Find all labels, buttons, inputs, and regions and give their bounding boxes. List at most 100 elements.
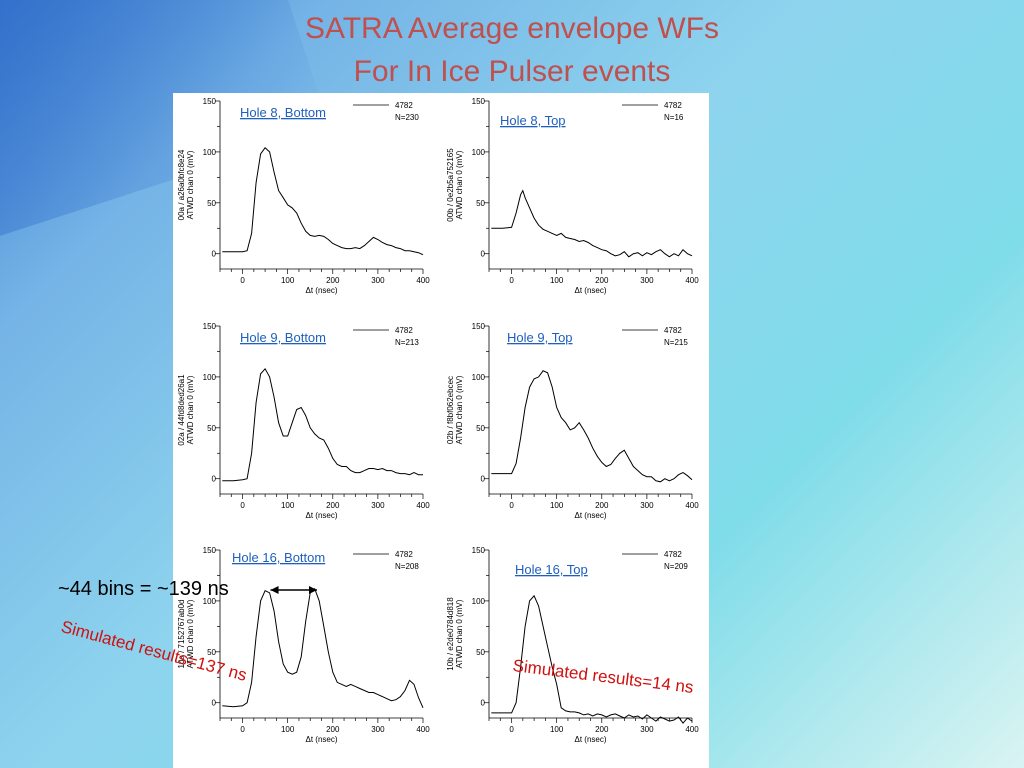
x-tick-label: 200: [326, 725, 340, 734]
y-tick-label: 100: [203, 148, 217, 157]
x-tick-label: 400: [416, 276, 430, 285]
panel-label: Hole 16, Bottom: [232, 550, 325, 565]
x-tick-label: 0: [240, 501, 245, 510]
y-axis-label: 02b / f8bf062ebcec: [446, 376, 455, 444]
x-tick-label: 200: [326, 276, 340, 285]
legend-entry: 4782: [395, 550, 413, 559]
y-axis-label: 02a / 44fd8ded26a1: [177, 374, 186, 446]
x-tick-label: 100: [281, 501, 295, 510]
legend-entry: N=208: [395, 562, 419, 571]
waveform-charts-grid: 0 100 200 300 400 0 50 100 150 Δt (nsec) 00a / a26…: [177, 97, 699, 744]
figure-panel: [173, 93, 709, 768]
x-tick-label: 0: [240, 725, 245, 734]
y-axis-label: 00b / 0e2b5a752165: [446, 148, 455, 222]
y-axis-label: ATWD chan 0 (mV): [455, 150, 464, 219]
panel-label: Hole 16, Top: [515, 562, 588, 577]
y-axis-label: ATWD chan 0 (mV): [455, 599, 464, 668]
x-axis-label: Δt (nsec): [305, 735, 337, 744]
legend-entry: N=230: [395, 113, 419, 122]
waveform-series: [491, 594, 693, 724]
legend-entry: 4782: [395, 101, 413, 110]
waveform-series: [491, 370, 693, 483]
x-tick-label: 100: [550, 501, 564, 510]
y-tick-label: 100: [472, 148, 486, 157]
y-tick-label: 150: [203, 97, 217, 106]
x-tick-label: 100: [281, 725, 295, 734]
waveform-series: [491, 189, 693, 258]
x-tick-label: 300: [640, 725, 654, 734]
legend-entry: 4782: [395, 326, 413, 335]
y-tick-label: 0: [212, 699, 217, 708]
legend-entry: 4782: [664, 550, 682, 559]
x-tick-label: 200: [326, 501, 340, 510]
legend-entry: N=215: [664, 338, 688, 347]
y-tick-label: 0: [481, 475, 486, 484]
y-tick-label: 100: [203, 597, 217, 606]
chart-panel-5: 0 100 200 300 400 0 50 100 150 Δt (nsec) 10a / 715…: [177, 546, 430, 744]
panel-label: Hole 8, Bottom: [240, 105, 326, 120]
x-tick-label: 0: [509, 276, 514, 285]
y-tick-label: 50: [207, 424, 216, 433]
bins-annotation: ~44 bins = ~139 ns: [58, 578, 229, 600]
y-tick-label: 100: [472, 597, 486, 606]
panel-label: Hole 9, Bottom: [240, 330, 326, 345]
x-tick-label: 400: [685, 276, 699, 285]
y-tick-label: 150: [472, 546, 486, 555]
x-tick-label: 300: [371, 501, 385, 510]
x-tick-label: 100: [281, 276, 295, 285]
y-tick-label: 0: [212, 475, 217, 484]
x-tick-label: 0: [509, 501, 514, 510]
x-axis-label: Δt (nsec): [305, 286, 337, 295]
x-tick-label: 300: [640, 276, 654, 285]
chart-panel-2: 0 100 200 300 400 0 50 100 150 Δt (nsec) 00b / 0e2…: [446, 97, 699, 295]
x-tick-label: 400: [685, 501, 699, 510]
peak-separation-arrow: [270, 586, 317, 594]
x-tick-label: 100: [550, 276, 564, 285]
legend-entry: 4782: [664, 326, 682, 335]
x-tick-label: 300: [371, 276, 385, 285]
y-tick-label: 0: [481, 699, 486, 708]
chart-panel-1: 0 100 200 300 400 0 50 100 150 Δt (nsec) 00a / a26…: [177, 97, 430, 295]
y-tick-label: 150: [472, 322, 486, 331]
y-tick-label: 50: [207, 648, 216, 657]
legend-entry: N=209: [664, 562, 688, 571]
x-tick-label: 300: [371, 725, 385, 734]
y-axis-label: ATWD chan 0 (mV): [186, 375, 195, 444]
y-tick-label: 150: [203, 322, 217, 331]
slide-title-line2: For In Ice Pulser events: [353, 55, 671, 88]
y-tick-label: 0: [212, 250, 217, 259]
x-tick-label: 200: [595, 276, 609, 285]
x-tick-label: 100: [550, 725, 564, 734]
legend-entry: N=16: [664, 113, 684, 122]
y-axis-label: 10b / e2de0784d818: [446, 597, 455, 671]
y-axis-label: 00a / a26a0bfc8e24: [177, 149, 186, 220]
y-tick-label: 100: [472, 373, 486, 382]
y-tick-label: 50: [207, 199, 216, 208]
y-tick-label: 50: [476, 648, 485, 657]
x-tick-label: 0: [240, 276, 245, 285]
chart-panel-6: 0 100 200 300 400 0 50 100 150 Δt (nsec) 10b / e2d…: [446, 546, 699, 744]
legend-entry: 4782: [664, 101, 682, 110]
chart-panel-4: 0 100 200 300 400 0 50 100 150 Δt (nsec) 02b / f8b…: [446, 322, 699, 520]
x-tick-label: 400: [685, 725, 699, 734]
panel-label: Hole 8, Top: [500, 113, 566, 128]
x-tick-label: 200: [595, 501, 609, 510]
y-axis-label: 10a / 7152767ab0d: [177, 600, 186, 669]
y-axis-label: ATWD chan 0 (mV): [455, 375, 464, 444]
x-tick-label: 400: [416, 725, 430, 734]
panel-label: Hole 9, Top: [507, 330, 573, 345]
y-tick-label: 0: [481, 250, 486, 259]
x-axis-label: Δt (nsec): [305, 511, 337, 520]
x-tick-label: 300: [640, 501, 654, 510]
y-axis-label: ATWD chan 0 (mV): [186, 599, 195, 668]
x-tick-label: 200: [595, 725, 609, 734]
chart-panel-3: 0 100 200 300 400 0 50 100 150 Δt (nsec) 02a / 44f…: [177, 322, 430, 520]
y-tick-label: 100: [203, 373, 217, 382]
waveform-series: [222, 367, 423, 482]
legend-entry: N=213: [395, 338, 419, 347]
x-axis-label: Δt (nsec): [574, 286, 606, 295]
y-tick-label: 50: [476, 199, 485, 208]
x-tick-label: 400: [416, 501, 430, 510]
slide-title-line1: SATRA Average envelope WFs: [304, 12, 720, 45]
y-tick-label: 150: [203, 546, 217, 555]
